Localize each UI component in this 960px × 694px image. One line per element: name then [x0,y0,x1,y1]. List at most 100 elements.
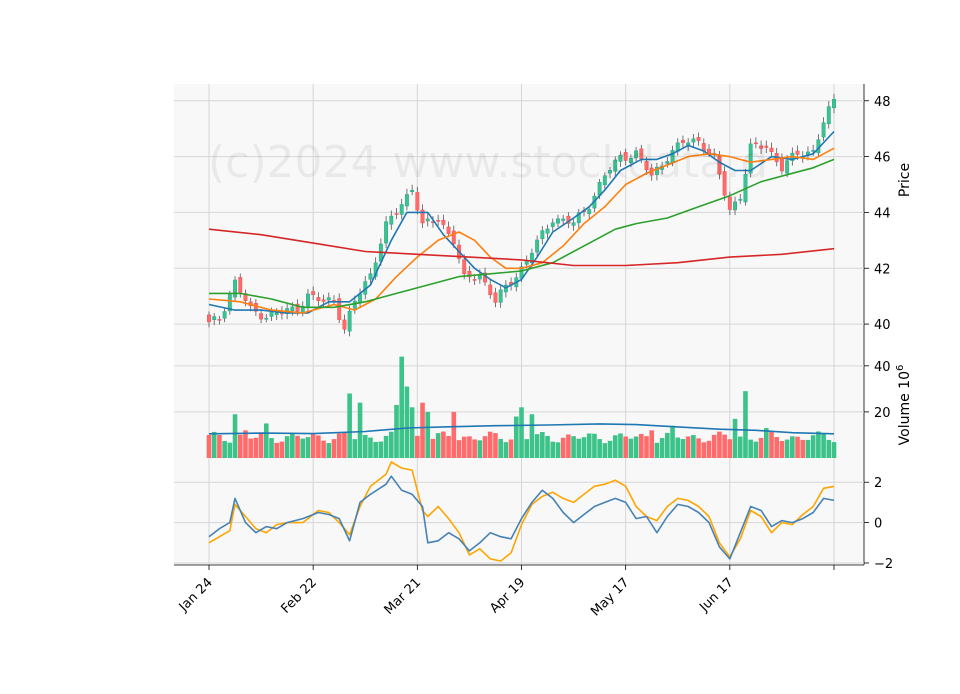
volume-bar-4 [227,442,233,458]
candle-body-54 [488,284,493,296]
volume-bar-68 [560,437,566,458]
candle-body-11 [264,317,269,320]
volume-bar-69 [566,434,571,458]
candle-body-88 [665,161,670,164]
volume-bar-40 [415,435,420,458]
volume-bar-114 [800,439,806,458]
candle-body-41 [420,209,425,224]
volume-bar-96 [706,440,712,458]
candle-body-91 [681,140,685,144]
volume-bar-72 [581,437,587,458]
volume-bar-18 [300,438,306,458]
candle-body-34 [384,221,389,244]
volume-bar-44 [435,433,441,458]
candle-body-27 [347,310,352,332]
candle-body-104 [748,143,753,174]
volume-bar-113 [795,436,800,458]
volume-bar-90 [675,437,681,458]
candle-body-82 [634,150,639,159]
candle-body-10 [259,313,264,320]
candle-body-12 [269,311,274,317]
volume-bar-66 [550,441,556,458]
candle-body-25 [337,298,342,320]
candle-body-66 [550,222,555,227]
candle-body-111 [785,160,790,174]
candle-body-101 [733,201,737,211]
volume-bar-38 [404,386,410,458]
candle-body-19 [306,293,310,308]
x-tick-label-1: Feb 22 [278,575,320,617]
volume-bar-24 [331,439,337,458]
volume-bar-80 [623,436,628,458]
volume-bar-115 [805,439,811,458]
candle-body-13 [274,312,279,315]
volume-bar-109 [774,437,780,458]
price-ma-mid-line [208,147,835,314]
candle-body-102 [738,199,743,201]
candle-body-63 [535,239,540,253]
volume-bar-36 [394,405,399,458]
volume-bar-67 [555,442,561,458]
volume-bar-28 [352,439,358,458]
candle-body-56 [498,289,503,303]
candle-body-16 [290,306,295,311]
volume-bar-50 [467,436,472,458]
volume-ytick-label-1: 40 [874,360,891,375]
volume-ytick-label-0: 20 [874,406,891,421]
price-axis-title: Price [897,163,913,197]
candle-body-45 [441,219,446,225]
volume-bar-33 [378,441,384,458]
candle-body-20 [311,291,316,296]
candle-body-62 [529,252,534,264]
volume-panel: 20 40 Volume 106 [174,352,913,458]
volume-bar-85 [649,430,655,458]
volume-bar-64 [540,432,545,458]
volume-bar-99 [722,434,727,458]
oscillator-ytick-label-1: 0 [874,517,882,532]
candle-body-77 [608,170,612,174]
candle-body-6 [238,277,243,293]
oscillator-ytick-label-0: −2 [874,557,893,572]
volume-bar-42 [425,411,431,458]
candle-body-118 [821,122,826,138]
candle-body-31 [368,273,373,280]
volume-ma-line [208,423,835,435]
price-ytick-label-2: 44 [874,206,891,221]
candle-body-39 [410,190,415,192]
x-tick-label-0: Jan 24 [176,575,216,615]
volume-bar-89 [670,425,675,458]
candle-body-107 [764,145,769,148]
candle-body-105 [753,142,758,145]
volume-bar-55 [493,433,498,458]
volume-bar-88 [665,432,670,458]
volume-bar-74 [592,433,597,458]
candle-body-21 [316,297,321,301]
volume-bar-41 [420,402,425,458]
volume-bar-48 [456,440,462,458]
volume-bar-54 [487,431,493,458]
volume-bar-59 [513,416,519,458]
volume-bar-30 [362,434,368,458]
x-axis: Jan 24 Feb 22 Mar 21 Apr 19 May 17 Jun 17 [174,564,864,619]
candle-body-50 [467,270,472,278]
candle-body-80 [623,152,628,161]
candle-body-7 [243,293,248,301]
volume-bar-56 [498,439,503,458]
volume-bar-20 [310,434,316,458]
x-tick-label-5: Jun 17 [696,575,736,615]
volume-bar-106 [758,437,764,458]
volume-bar-27 [347,393,352,458]
price-ma-long-line [209,158,835,309]
volume-bar-94 [696,438,701,458]
volume-bar-103 [743,391,748,458]
volume-bar-83 [638,433,644,458]
candle-body-99 [722,171,727,196]
candle-body-108 [769,147,774,153]
volume-bar-58 [508,439,514,458]
volume-bar-32 [373,441,378,458]
volume-bar-6 [237,434,243,458]
watermark-text: (c)2024 www.stockdata.d [208,137,768,188]
candle-body-110 [779,158,784,172]
price-panel: 40 42 44 46 48 Price [174,84,913,352]
